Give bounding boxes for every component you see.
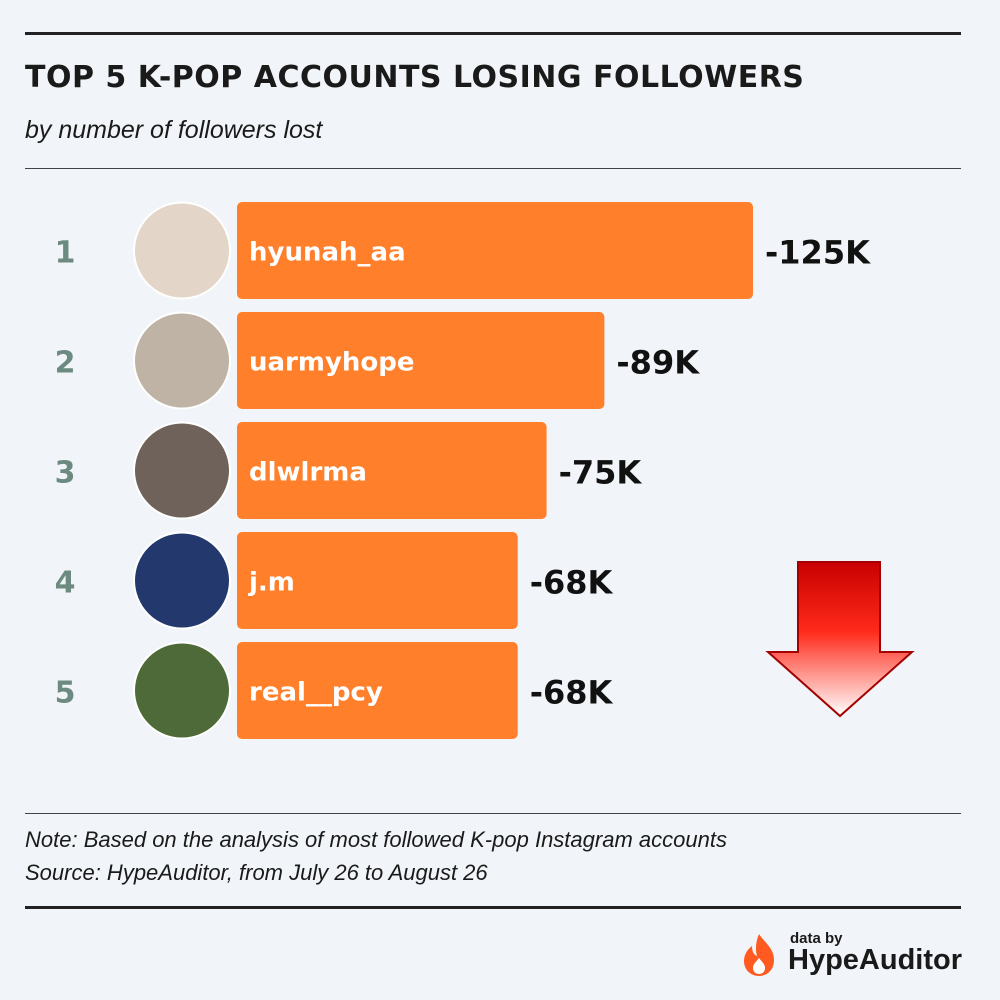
bar — [237, 202, 753, 299]
value-label: -125K — [765, 234, 871, 272]
bar — [237, 312, 605, 409]
avatar — [133, 201, 231, 300]
chart-title: TOP 5 K-POP ACCOUNTS LOSING FOLLOWERS — [25, 60, 805, 95]
bar — [237, 422, 547, 519]
bottom-rule — [25, 906, 961, 909]
note-divider — [25, 813, 961, 814]
note-text: Note: Based on the analysis of most foll… — [25, 827, 727, 852]
bar-label: real__pcy — [249, 678, 383, 708]
top-rule — [25, 32, 961, 35]
bar-label: j.m — [248, 568, 295, 598]
avatar — [133, 641, 231, 740]
bar — [237, 642, 518, 739]
value-label: -68K — [530, 674, 614, 712]
brand-name: HypeAuditor — [788, 944, 962, 976]
header-divider — [25, 168, 961, 169]
value-label: -89K — [616, 344, 700, 382]
chart-subtitle: by number of followers lost — [25, 116, 323, 144]
brand-data-by: data by — [790, 930, 843, 947]
down-arrow-icon — [765, 561, 915, 718]
bar — [237, 532, 518, 629]
avatar — [133, 531, 231, 630]
footnote: Note: Based on the analysis of most foll… — [25, 823, 727, 889]
rank-number: 1 — [55, 236, 76, 271]
value-label: -68K — [530, 564, 614, 602]
bar-label: hyunah_aa — [249, 238, 406, 268]
rank-number: 4 — [55, 566, 76, 601]
bars-layer: 1 hyunah_aa -125K 2 uarmyhope -89K 3 dlwlrma -75… — [55, 201, 871, 740]
bar-label: uarmyhope — [249, 348, 415, 378]
source-text: Source: HypeAuditor, from July 26 to Aug… — [25, 860, 488, 885]
rank-number: 3 — [55, 456, 76, 491]
bar-label: dlwlrma — [249, 458, 367, 488]
rank-number: 2 — [55, 346, 76, 381]
rank-number: 5 — [55, 676, 76, 711]
value-label: -75K — [559, 454, 643, 492]
avatar — [133, 311, 231, 410]
avatar — [133, 421, 231, 520]
flame-icon — [744, 934, 774, 976]
bar-chart: 1 hyunah_aa -125K 2 uarmyhope -89K 3 dlwlrma -75… — [55, 201, 915, 740]
